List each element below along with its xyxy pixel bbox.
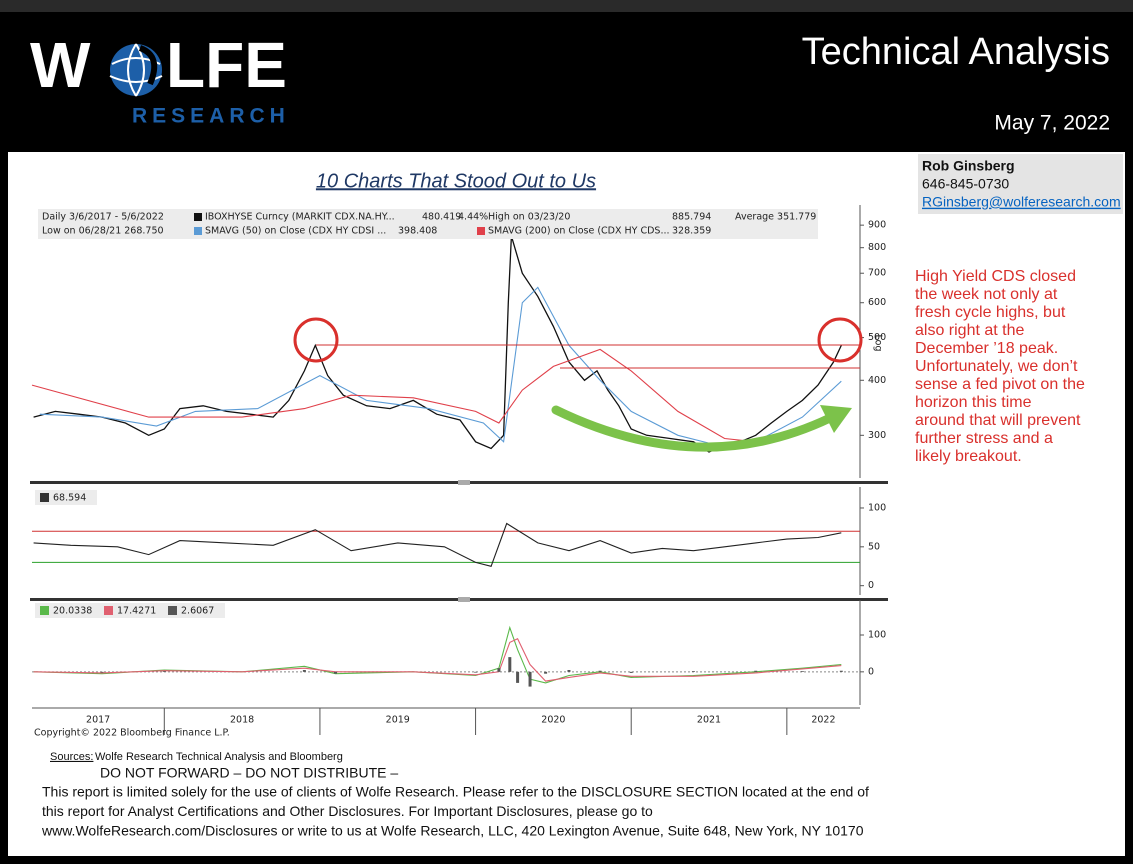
series-line bbox=[31, 348, 842, 443]
logo-right: LFE bbox=[166, 29, 287, 101]
notice: DO NOT FORWARD – DO NOT DISTRIBUTE – bbox=[100, 765, 398, 781]
top-strip bbox=[0, 0, 1133, 12]
y-tick-label: 700 bbox=[868, 268, 886, 279]
y-tick-label: 50 bbox=[868, 541, 880, 552]
contact-phone: 646-845-0730 bbox=[922, 176, 1009, 192]
y-tick-label: 900 bbox=[868, 220, 886, 231]
legend-text: Low on 06/28/21 268.750 bbox=[42, 226, 164, 237]
legend-text: Average 351.779 bbox=[735, 212, 816, 223]
x-tick-label: 2017 bbox=[86, 715, 110, 726]
divider-handle bbox=[458, 597, 470, 602]
commentary-line: horizon this time bbox=[915, 394, 1032, 411]
legend-text: 4.44% bbox=[458, 212, 488, 223]
y-tick-label: 100 bbox=[868, 630, 886, 641]
legend-swatch bbox=[194, 213, 202, 221]
commentary-line: December ’18 peak. bbox=[915, 340, 1058, 357]
x-tick-label: 2019 bbox=[386, 715, 410, 726]
logo-sub: RESEARCH bbox=[132, 105, 290, 128]
legend-text: IBOXHYSE Curncy (MARKIT CDX.NA.HY... bbox=[205, 212, 395, 223]
commentary-line: around that will prevent bbox=[915, 412, 1081, 429]
y-tick-label: 600 bbox=[868, 297, 886, 308]
header-title: Technical Analysis bbox=[802, 31, 1110, 73]
sources-label: Sources: bbox=[50, 751, 93, 763]
commentary-line: High Yield CDS closed bbox=[915, 268, 1076, 285]
y-tick-label: 300 bbox=[868, 430, 886, 441]
y-tick-label: 0 bbox=[868, 666, 874, 677]
commentary-line: the week not only at bbox=[915, 286, 1058, 303]
disclaimer-line: This report is limited solely for the us… bbox=[42, 784, 869, 800]
y-tick-label: 800 bbox=[868, 242, 886, 253]
legend-text: Daily 3/6/2017 - 5/6/2022 bbox=[42, 212, 164, 223]
contact-box bbox=[918, 154, 1123, 214]
legend-swatch bbox=[477, 227, 485, 235]
arrow-head bbox=[820, 405, 852, 433]
contact-email[interactable]: RGinsberg@wolferesearch.com bbox=[922, 194, 1121, 210]
legend-box bbox=[38, 209, 818, 239]
legend-text: 68.594 bbox=[53, 493, 86, 504]
chart-area bbox=[30, 202, 895, 742]
sources: Wolfe Research Technical Analysis and Bl… bbox=[95, 751, 343, 763]
copyright: Copyright© 2022 Bloomberg Finance L.P. bbox=[34, 728, 230, 739]
commentary-line: Unfortunately, we don’t bbox=[915, 358, 1078, 375]
axis-label: Log bbox=[873, 335, 884, 352]
header-bar bbox=[0, 12, 1133, 152]
legend-text: SMAVG (50) on Close (CDX HY CDSI ... bbox=[205, 226, 386, 237]
commentary-line: further stress and a bbox=[915, 430, 1053, 447]
chart-title: 10 Charts That Stood Out to Us bbox=[316, 170, 596, 192]
y-tick-label: 500 bbox=[868, 332, 886, 343]
disclaimer-line: this report for Analyst Certifications a… bbox=[42, 803, 653, 819]
x-tick-label: 2018 bbox=[230, 715, 254, 726]
commentary-line: likely breakout. bbox=[915, 448, 1022, 465]
contact-name: Rob Ginsberg bbox=[922, 158, 1015, 174]
legend-text: 480.419 bbox=[422, 212, 461, 223]
legend-text: SMAVG (200) on Close (CDX HY CDS... bbox=[488, 226, 670, 237]
legend-swatch bbox=[104, 606, 113, 615]
legend-box bbox=[35, 603, 225, 618]
series-line bbox=[33, 637, 842, 682]
disclaimer-line: www.WolfeResearch.com/Disclosures or wri… bbox=[41, 823, 864, 839]
legend-swatch bbox=[40, 606, 49, 615]
legend-text: High on 03/23/20 bbox=[488, 212, 570, 223]
x-tick-label: 2020 bbox=[541, 715, 565, 726]
legend-text: 17.4271 bbox=[117, 606, 156, 617]
y-tick-label: 0 bbox=[868, 580, 874, 591]
commentary-line: sense a fed pivot on the bbox=[915, 376, 1085, 393]
x-tick-label: 2022 bbox=[811, 715, 835, 726]
highlight-circle bbox=[293, 317, 339, 363]
logo-left: W bbox=[30, 29, 91, 101]
legend-swatch bbox=[40, 493, 49, 502]
x-tick-label: 2021 bbox=[697, 715, 721, 726]
y-tick-label: 400 bbox=[868, 375, 886, 386]
y-tick-label: 100 bbox=[868, 502, 886, 513]
legend-box bbox=[35, 490, 97, 505]
disclaimer: This report is limited solely for the us… bbox=[41, 784, 869, 839]
commentary-line: fresh cycle highs, but bbox=[915, 304, 1066, 321]
legend-swatch bbox=[194, 227, 202, 235]
header-date: May 7, 2022 bbox=[994, 112, 1110, 135]
logo-globe bbox=[109, 43, 163, 97]
commentary-line: also right at the bbox=[915, 322, 1025, 339]
legend-text: 398.408 bbox=[398, 226, 437, 237]
legend-text: 20.0338 bbox=[53, 606, 92, 617]
divider-handle bbox=[458, 480, 470, 485]
legend-swatch bbox=[168, 606, 177, 615]
trend-arrow bbox=[551, 405, 835, 452]
legend-text: 885.794 bbox=[672, 212, 711, 223]
legend-text: 328.359 bbox=[672, 226, 711, 237]
series-line bbox=[33, 522, 842, 567]
highlight-circle bbox=[817, 317, 863, 363]
legend-text: 2.6067 bbox=[181, 606, 214, 617]
